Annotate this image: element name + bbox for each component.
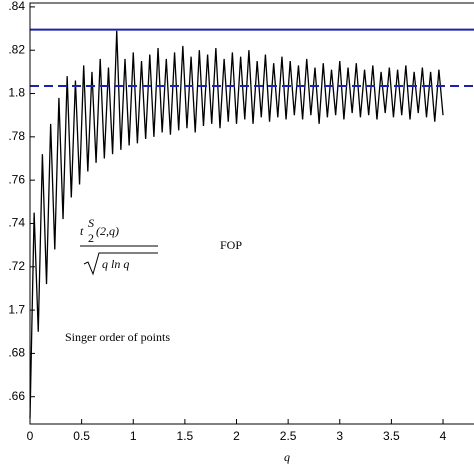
formula-base: t xyxy=(80,224,84,238)
x-tick-label: 2.5 xyxy=(280,429,297,443)
y-tick-label: 1.7 xyxy=(8,302,25,316)
y-tick-label: .74 xyxy=(8,216,25,230)
y-tick-label: .84 xyxy=(8,0,25,13)
data-line xyxy=(29,30,444,419)
formula-args: (2,q) xyxy=(96,224,119,238)
x-tick-label: 1 xyxy=(130,429,137,443)
x-tick-label: 3.5 xyxy=(383,429,400,443)
y-tick-label: .78 xyxy=(8,129,25,143)
x-tick-label: 4 xyxy=(440,429,447,443)
x-axis-label: q xyxy=(284,450,290,464)
y-tick-label: .76 xyxy=(8,172,25,186)
y-tick-label: .66 xyxy=(8,389,25,403)
formula-subscript: 2 xyxy=(88,231,94,245)
formula-denominator: q ln q xyxy=(102,257,129,271)
formula-superscript: S xyxy=(88,216,94,230)
plot-frame xyxy=(29,2,474,425)
y-tick-label: .68 xyxy=(8,346,25,360)
y-tick-label: .82 xyxy=(8,42,25,56)
annotation-fop: FOP xyxy=(220,238,242,252)
x-tick-label: 0.5 xyxy=(73,429,90,443)
x-tick-label: 0 xyxy=(27,429,34,443)
x-tick-label: 2 xyxy=(233,429,240,443)
plot-layer xyxy=(29,28,474,419)
y-tick-label: .72 xyxy=(8,259,25,273)
x-tick-label: 1.5 xyxy=(177,429,194,443)
sqrt-sign xyxy=(83,252,158,276)
annotation-order: Singer order of points xyxy=(65,330,170,344)
y-tick-label: 1.8 xyxy=(8,86,25,100)
x-tick-label: 3 xyxy=(336,429,343,443)
formula: t 2 S (2,q) q ln q xyxy=(80,216,158,276)
